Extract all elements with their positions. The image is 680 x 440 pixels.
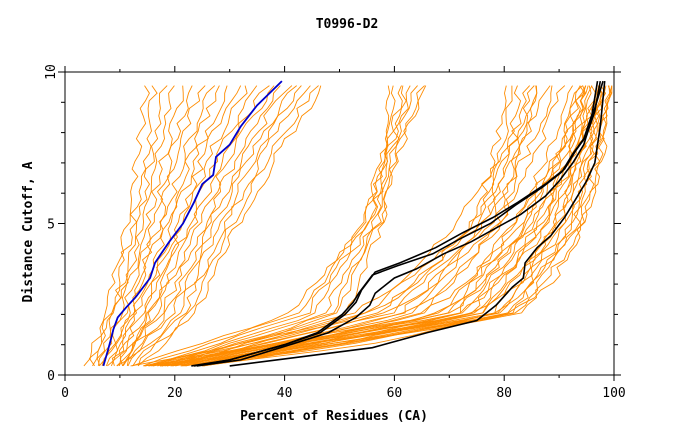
- model-line: [170, 85, 581, 367]
- highlighted-lines: [102, 80, 606, 367]
- model-line: [191, 85, 597, 367]
- model-line: [96, 85, 175, 367]
- reference-line: [196, 80, 604, 367]
- model-line: [161, 85, 411, 367]
- model-line: [180, 85, 600, 367]
- x-tick-label: 40: [277, 386, 293, 401]
- x-tick-label: 80: [496, 386, 512, 401]
- x-tick-label: 20: [167, 386, 183, 401]
- model-line: [167, 85, 418, 367]
- model-line: [88, 85, 158, 367]
- model-line: [98, 85, 193, 367]
- model-line: [132, 85, 311, 367]
- model-line: [152, 85, 553, 367]
- model-line: [130, 85, 538, 367]
- x-axis-label: Percent of Residues (CA): [240, 409, 428, 424]
- model-line: [145, 85, 403, 367]
- model-line: [131, 85, 391, 367]
- model-line: [166, 85, 573, 367]
- y-axis-label: Distance Cutoff, A: [21, 161, 36, 302]
- model-line: [201, 85, 612, 367]
- x-tick-label: 60: [387, 386, 403, 401]
- model-line: [127, 85, 302, 367]
- y-tick-label: 0: [47, 369, 55, 384]
- model-line: [126, 85, 297, 366]
- model-line: [101, 85, 206, 367]
- model-line: [97, 85, 184, 366]
- model-line: [161, 85, 566, 367]
- model-line: [83, 85, 150, 367]
- model-line: [159, 85, 586, 367]
- x-tick-label: 100: [602, 386, 625, 401]
- model-line: [107, 85, 275, 367]
- highlight-line-blue: [102, 80, 283, 367]
- model-line: [110, 85, 220, 367]
- model-line: [122, 85, 270, 367]
- model-line: [144, 85, 584, 367]
- model-line: [137, 85, 319, 367]
- model-line: [185, 85, 535, 367]
- model-line: [183, 85, 589, 367]
- model-line: [172, 85, 425, 367]
- model-line: [171, 85, 531, 367]
- model-line: [196, 85, 603, 367]
- model-line: [193, 85, 607, 367]
- model-line: [150, 85, 407, 367]
- model-line: [116, 85, 293, 367]
- model-line: [143, 85, 396, 367]
- model-line: [137, 85, 322, 367]
- background-model-lines: [83, 85, 613, 367]
- model-line: [111, 85, 228, 367]
- model-line: [143, 85, 551, 367]
- model-line: [122, 85, 258, 367]
- x-tick-label: 0: [61, 386, 69, 401]
- model-line: [181, 85, 602, 367]
- reference-line: [229, 81, 606, 367]
- reference-line: [193, 80, 602, 367]
- y-tick-label: 10: [44, 64, 59, 80]
- model-line: [119, 85, 248, 367]
- model-line: [149, 85, 507, 367]
- model-line: [92, 85, 168, 367]
- axes: 0 20 40 60 80 100 0 5 10: [44, 64, 626, 401]
- reference-line: [191, 80, 599, 367]
- model-line: [202, 85, 613, 367]
- model-line: [116, 85, 281, 367]
- chart-title: T0996-D2: [316, 17, 379, 32]
- model-line: [118, 85, 242, 366]
- model-line: [105, 85, 216, 367]
- model-line: [180, 85, 427, 367]
- model-line: [162, 85, 587, 367]
- y-tick-label: 5: [47, 218, 55, 233]
